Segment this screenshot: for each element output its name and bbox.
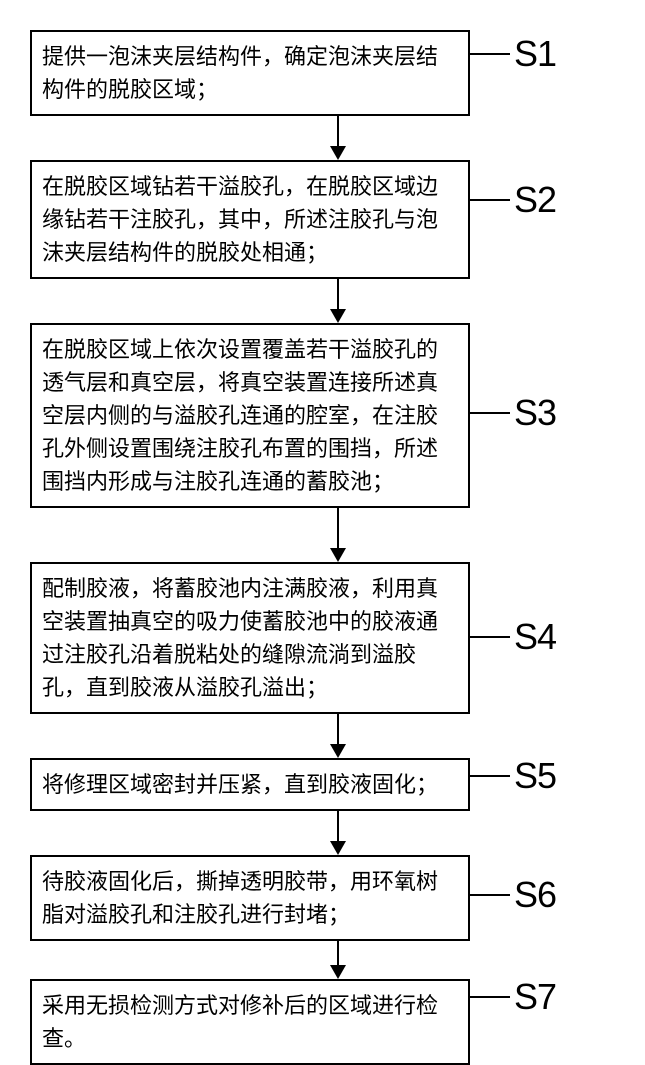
arrow-head-icon bbox=[330, 548, 346, 562]
arrow-shaft bbox=[337, 811, 339, 841]
arrow-head-icon bbox=[330, 965, 346, 979]
label-connector: S4 bbox=[470, 617, 645, 657]
step-box-s3: 在脱胶区域上依次设置覆盖若干溢胶孔的透气层和真空层，将真空装置连接所述真空层内侧… bbox=[30, 323, 470, 508]
label-connector: S1 bbox=[470, 34, 645, 74]
step-label: S4 bbox=[514, 616, 556, 658]
step-label: S1 bbox=[514, 33, 556, 75]
arrow bbox=[118, 714, 558, 758]
arrow-head-icon bbox=[330, 744, 346, 758]
arrow bbox=[118, 116, 558, 160]
step-row: 待胶液固化后，撕掉透明胶带，用环氧树脂对溢胶孔和注胶孔进行封堵； S6 bbox=[20, 855, 645, 941]
arrow bbox=[118, 279, 558, 323]
step-box-s5: 将修理区域密封并压紧，直到胶液固化； bbox=[30, 758, 470, 811]
connector-line bbox=[470, 53, 510, 55]
step-row: 在脱胶区域上依次设置覆盖若干溢胶孔的透气层和真空层，将真空装置连接所述真空层内侧… bbox=[20, 323, 645, 508]
step-row: 采用无损检测方式对修补后的区域进行检查。 S7 bbox=[20, 979, 645, 1065]
label-connector: S5 bbox=[470, 756, 645, 796]
arrow bbox=[118, 941, 558, 979]
step-box-s7: 采用无损检测方式对修补后的区域进行检查。 bbox=[30, 979, 470, 1065]
arrow-head-icon bbox=[330, 309, 346, 323]
step-text: 在脱胶区域钻若干溢胶孔，在脱胶区域边缘钻若干注胶孔，其中，所述注胶孔与泡沫夹层结… bbox=[42, 174, 438, 265]
step-text: 将修理区域密封并压紧，直到胶液固化； bbox=[42, 772, 438, 797]
arrow-head-icon bbox=[330, 146, 346, 160]
step-text: 配制胶液，将蓄胶池内注满胶液，利用真空装置抽真空的吸力使蓄胶池中的胶液通过注胶孔… bbox=[42, 576, 438, 700]
connector-line bbox=[470, 894, 510, 896]
label-connector: S2 bbox=[470, 180, 645, 220]
step-label: S5 bbox=[514, 755, 556, 797]
connector-line bbox=[470, 996, 510, 998]
step-row: 在脱胶区域钻若干溢胶孔，在脱胶区域边缘钻若干注胶孔，其中，所述注胶孔与泡沫夹层结… bbox=[20, 160, 645, 279]
arrow-shaft bbox=[337, 714, 339, 744]
step-text: 采用无损检测方式对修补后的区域进行检查。 bbox=[42, 993, 438, 1051]
step-text: 待胶液固化后，撕掉透明胶带，用环氧树脂对溢胶孔和注胶孔进行封堵； bbox=[42, 869, 438, 927]
arrow-shaft bbox=[337, 116, 339, 146]
connector-line bbox=[470, 775, 510, 777]
step-label: S6 bbox=[514, 874, 556, 916]
step-row: 提供一泡沫夹层结构件，确定泡沫夹层结构件的脱胶区域； S1 bbox=[20, 30, 645, 116]
step-text: 在脱胶区域上依次设置覆盖若干溢胶孔的透气层和真空层，将真空装置连接所述真空层内侧… bbox=[42, 337, 438, 494]
arrow bbox=[118, 508, 558, 562]
step-row: 配制胶液，将蓄胶池内注满胶液，利用真空装置抽真空的吸力使蓄胶池中的胶液通过注胶孔… bbox=[20, 562, 645, 714]
label-connector: S6 bbox=[470, 875, 645, 915]
step-box-s2: 在脱胶区域钻若干溢胶孔，在脱胶区域边缘钻若干注胶孔，其中，所述注胶孔与泡沫夹层结… bbox=[30, 160, 470, 279]
step-label: S2 bbox=[514, 179, 556, 221]
label-connector: S3 bbox=[470, 393, 645, 433]
arrow-shaft bbox=[337, 279, 339, 309]
step-label: S7 bbox=[514, 976, 556, 1018]
step-box-s6: 待胶液固化后，撕掉透明胶带，用环氧树脂对溢胶孔和注胶孔进行封堵； bbox=[30, 855, 470, 941]
label-connector: S7 bbox=[470, 977, 645, 1017]
step-label: S3 bbox=[514, 392, 556, 434]
arrow-shaft bbox=[337, 941, 339, 965]
step-box-s1: 提供一泡沫夹层结构件，确定泡沫夹层结构件的脱胶区域； bbox=[30, 30, 470, 116]
arrow-shaft bbox=[337, 508, 339, 548]
step-row: 将修理区域密封并压紧，直到胶液固化； S5 bbox=[20, 758, 645, 811]
connector-line bbox=[470, 199, 510, 201]
step-box-s4: 配制胶液，将蓄胶池内注满胶液，利用真空装置抽真空的吸力使蓄胶池中的胶液通过注胶孔… bbox=[30, 562, 470, 714]
connector-line bbox=[470, 412, 510, 414]
connector-line bbox=[470, 636, 510, 638]
arrow bbox=[118, 811, 558, 855]
arrow-head-icon bbox=[330, 841, 346, 855]
flowchart-container: 提供一泡沫夹层结构件，确定泡沫夹层结构件的脱胶区域； S1 在脱胶区域钻若干溢胶… bbox=[20, 30, 645, 1065]
step-text: 提供一泡沫夹层结构件，确定泡沫夹层结构件的脱胶区域； bbox=[42, 44, 438, 102]
